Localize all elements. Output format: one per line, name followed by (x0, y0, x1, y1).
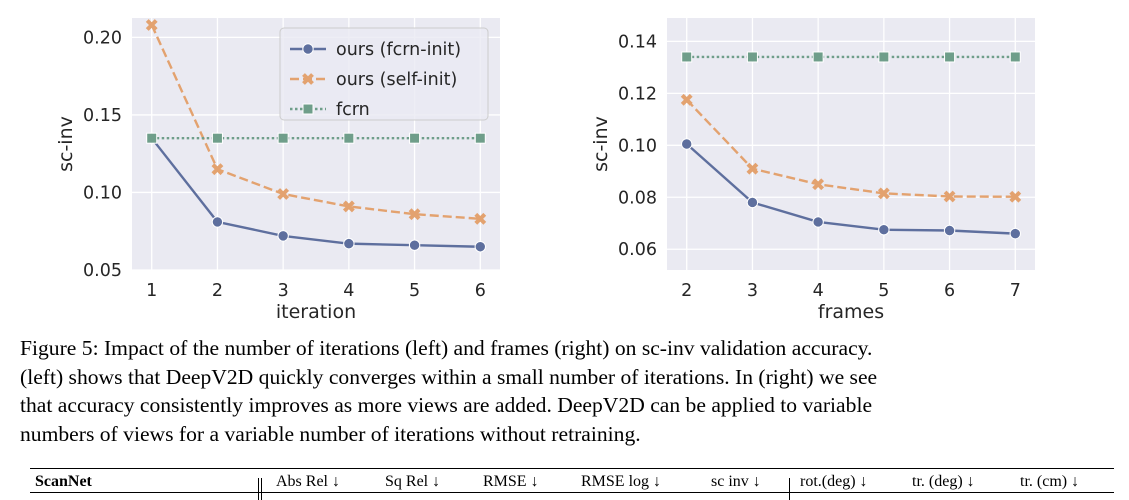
table-header-cell: RMSE ↓ (483, 473, 539, 490)
legend-marker (302, 73, 314, 85)
table-header-cell: tr. (deg) ↓ (912, 473, 975, 490)
table-header-cell: tr. (cm) ↓ (1020, 473, 1080, 490)
table-dataset-label: ScanNet (35, 473, 92, 490)
table-header-cell: sc inv ↓ (711, 473, 761, 490)
chart-iterations: 1 2 3 4 5 6 0.05 0.10 0.15 0.20 iteration sc-inv our… (55, 18, 500, 323)
data-point (943, 190, 956, 203)
data-point (746, 196, 759, 209)
data-point (277, 132, 289, 144)
data-point (681, 138, 693, 150)
y-tick-label: 0.08 (618, 188, 657, 208)
series-line-0 (685, 143, 1016, 235)
y-axis-label: sc-inv (590, 116, 612, 172)
legend-box (279, 27, 489, 121)
data-point (812, 51, 824, 63)
figure-charts: 1 2 3 4 5 6 0.05 0.10 0.15 0.20 iteration sc-inv our… (55, 18, 1035, 323)
data-point (211, 163, 224, 176)
y-tick-label: 0.10 (83, 183, 122, 203)
chart-frames: 2 3 4 5 6 7 0.06 0.08 0.10 0.12 0.14 frames sc-inv (590, 18, 1035, 323)
x-tick-label: 3 (747, 281, 758, 301)
data-point (812, 216, 824, 228)
data-point (944, 51, 956, 63)
data-point (277, 188, 290, 200)
data-point (343, 237, 355, 250)
data-point (408, 208, 421, 221)
y-tick-label: 0.20 (83, 28, 122, 48)
table-top-rule (30, 468, 1114, 469)
table-separator (261, 478, 262, 500)
y-tick-label: 0.12 (618, 84, 657, 104)
x-tick-label: 3 (278, 281, 289, 301)
legend-marker (302, 43, 314, 55)
data-point (145, 19, 158, 31)
x-tick-label: 1 (146, 281, 157, 301)
table-header-cell: Abs Rel ↓ (276, 473, 340, 490)
data-point (211, 216, 224, 228)
x-tick-label: 6 (944, 281, 955, 301)
x-tick-label: 6 (475, 281, 486, 301)
caption-line: Figure 5: Impact of the number of iterat… (20, 336, 873, 360)
y-tick-label: 0.05 (83, 261, 122, 281)
data-point (343, 132, 355, 144)
table-header-cell: RMSE log ↓ (581, 473, 662, 490)
x-tick-label: 5 (878, 281, 889, 301)
y-axis-label: sc-inv (55, 116, 77, 172)
table-header-cell: rot.(deg) ↓ (800, 473, 868, 490)
x-tick-label: 4 (343, 281, 354, 301)
caption-line: that accuracy consistently improves as m… (20, 393, 873, 417)
data-point (878, 51, 890, 63)
y-tick-label: 0.06 (618, 240, 657, 260)
data-point (877, 187, 890, 200)
data-point (943, 224, 956, 237)
data-point (474, 241, 486, 253)
x-axis-label: frames (818, 301, 884, 323)
data-point (211, 132, 223, 144)
y-tick-label: 0.10 (618, 136, 657, 156)
data-point (474, 132, 486, 144)
x-tick-label: 4 (813, 281, 824, 301)
figure-caption: Figure 5: Impact of the number of iterat… (20, 334, 1112, 448)
data-point (680, 93, 693, 106)
data-point (342, 200, 355, 213)
data-point (681, 51, 693, 63)
data-point (746, 162, 759, 175)
data-point (146, 132, 158, 144)
data-point (474, 212, 487, 225)
results-table: ScanNet Abs Rel ↓ Sq Rel ↓ RMSE ↓ RMSE l… (0, 466, 1129, 500)
table-separator (789, 478, 790, 500)
y-tick-label: 0.15 (83, 106, 122, 126)
data-point (408, 239, 421, 251)
data-point (1009, 190, 1022, 203)
x-tick-label: 7 (1010, 281, 1021, 301)
x-tick-label: 5 (409, 281, 420, 301)
table-separator (258, 478, 259, 500)
caption-line: (left) shows that DeepV2D quickly conver… (20, 364, 878, 389)
legend-label: ours (fcrn-init) (336, 40, 461, 60)
x-tick-label: 2 (681, 281, 692, 301)
table-mid-rule (30, 492, 1114, 493)
x-axis-label: iteration (276, 301, 356, 323)
caption-line: numbers of views for a variable number o… (20, 421, 641, 446)
data-point (878, 224, 890, 236)
series-line-0 (150, 137, 481, 248)
data-point (277, 230, 289, 242)
x-tick-label: 2 (212, 281, 223, 301)
data-point (409, 132, 421, 144)
series-line-1 (685, 99, 1016, 198)
y-tick-label: 0.14 (618, 32, 657, 52)
data-point (746, 51, 758, 63)
series-line-1 (150, 24, 481, 221)
legend-label: ours (self-init) (336, 70, 457, 90)
legend-label: fcrn (336, 100, 370, 120)
data-point (1009, 51, 1021, 63)
data-point (1009, 227, 1021, 240)
data-point (812, 178, 825, 191)
legend-marker (302, 103, 314, 115)
table-header-cell: Sq Rel ↓ (385, 473, 441, 490)
